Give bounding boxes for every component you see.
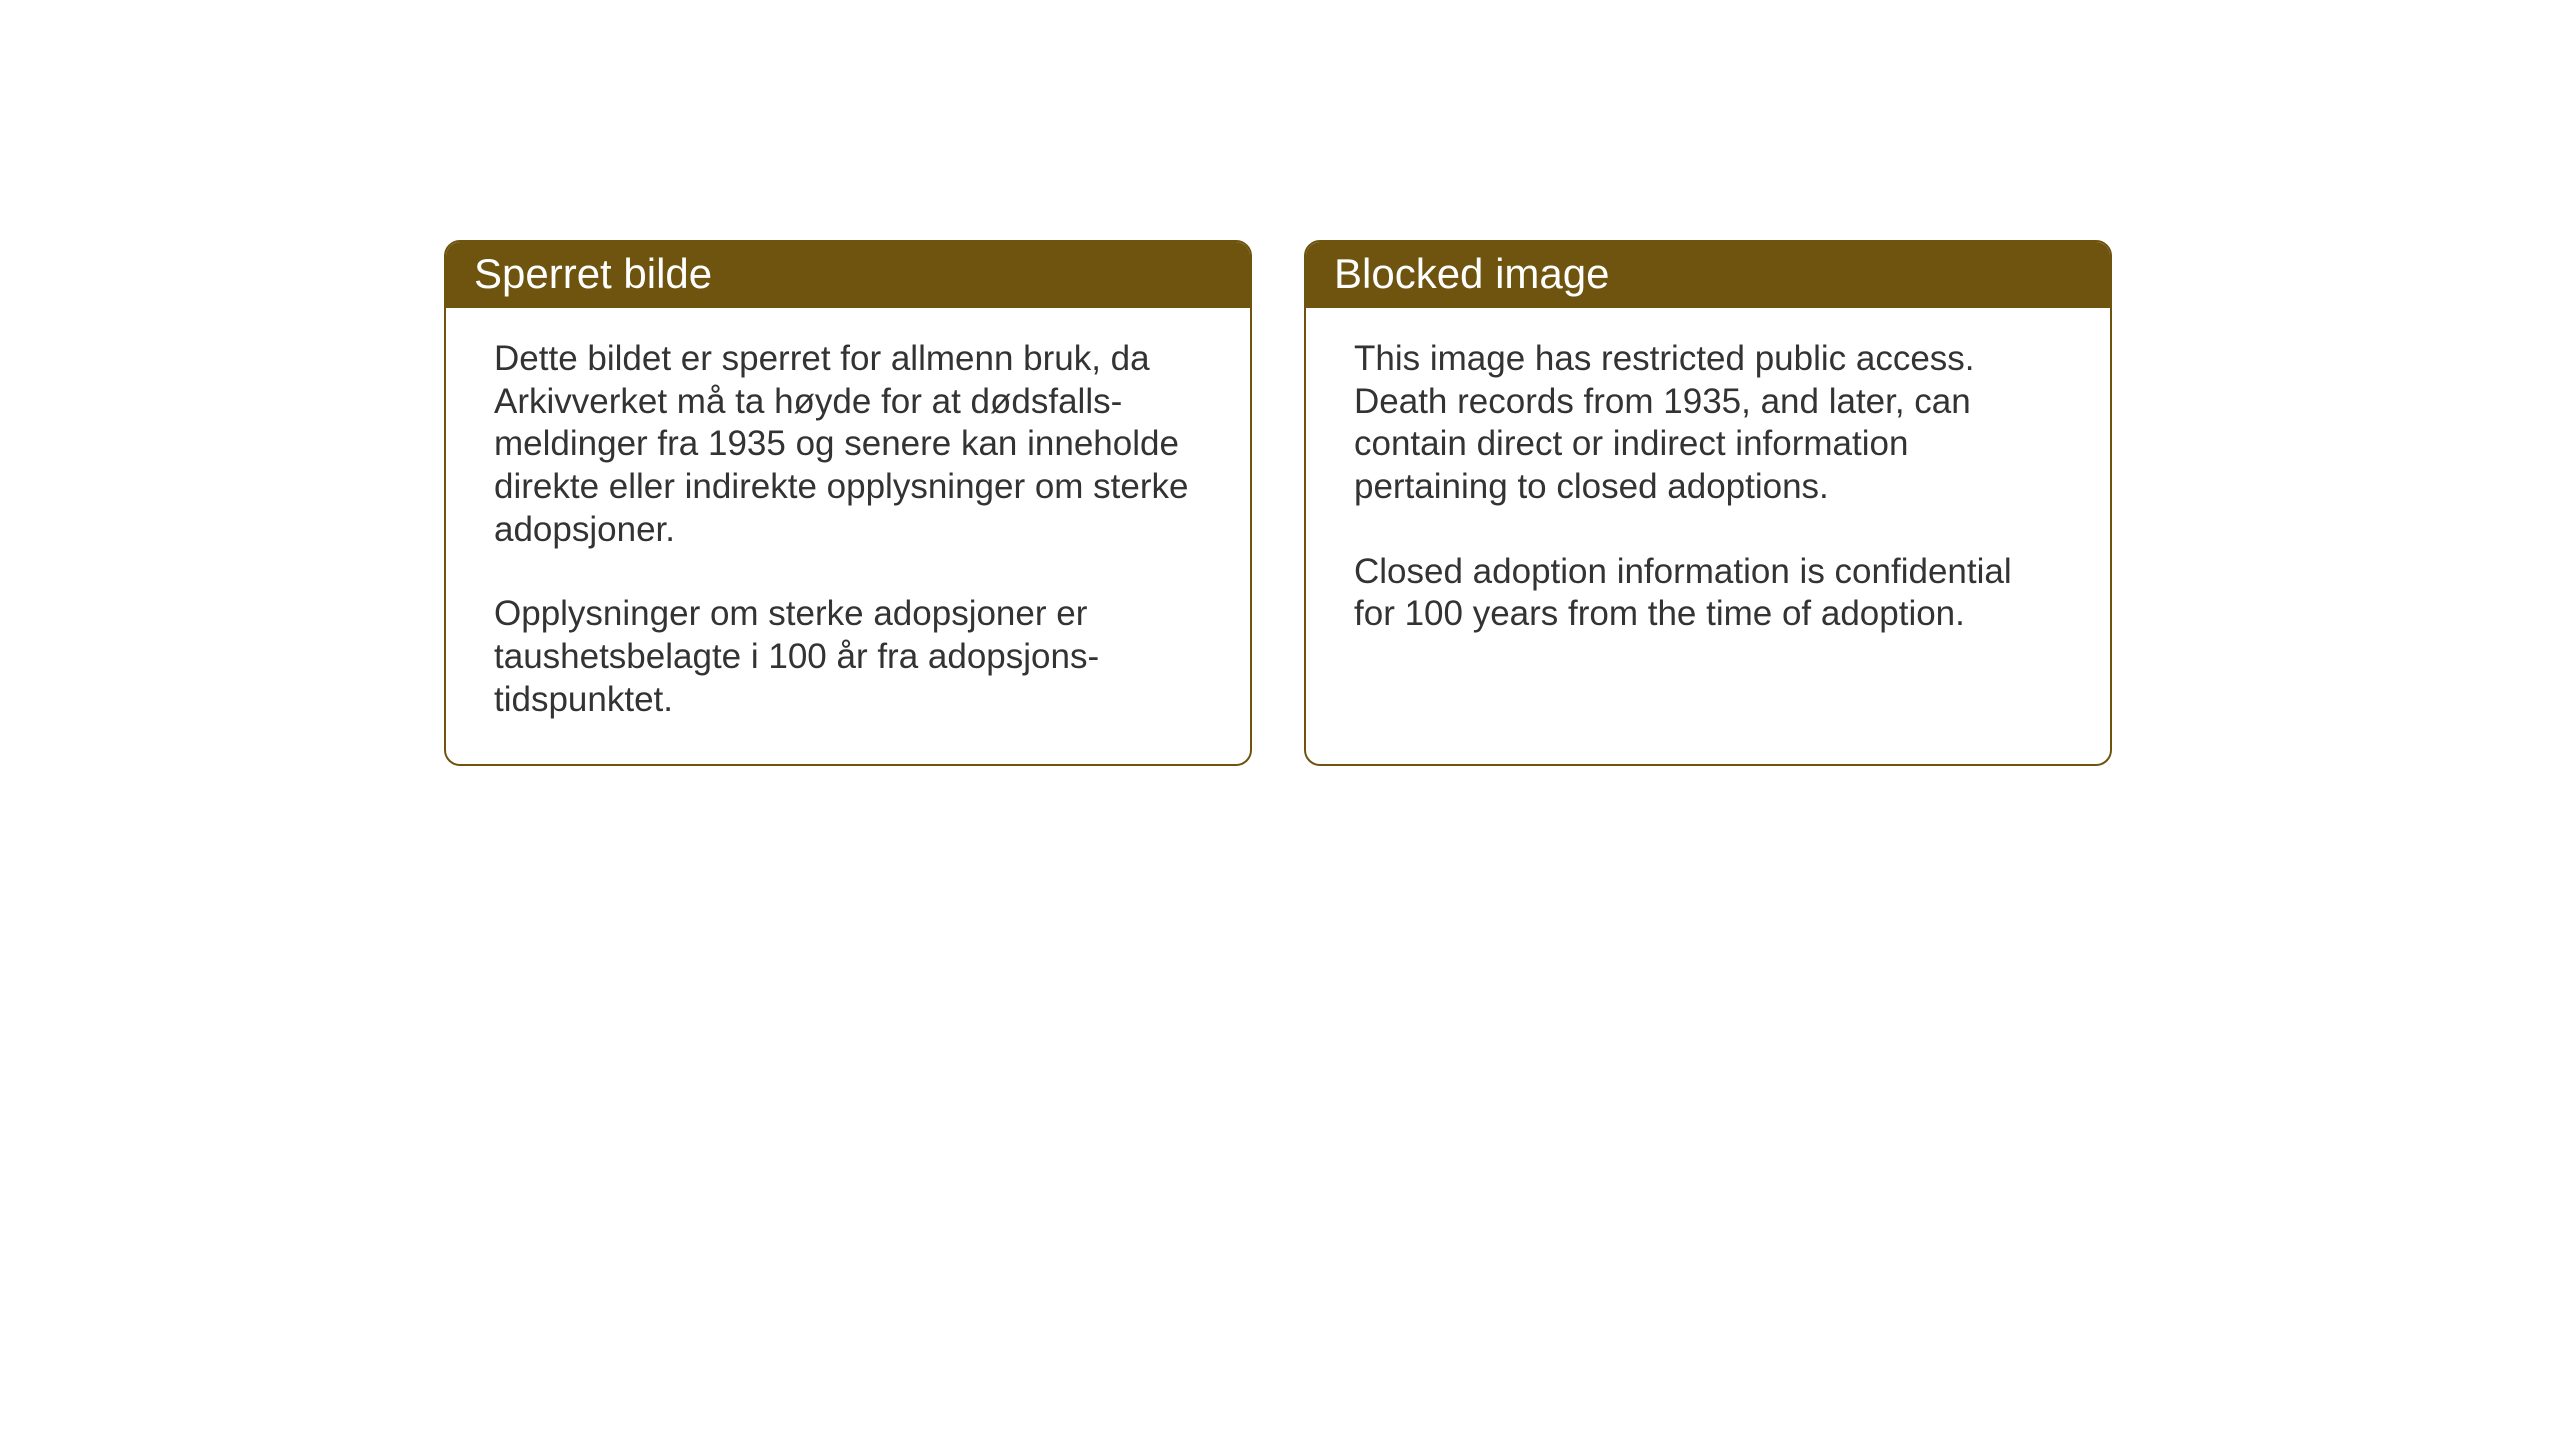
notice-card-english: Blocked image This image has restricted … (1304, 240, 2112, 766)
card-body-english: This image has restricted public access.… (1306, 308, 2110, 678)
card-body-norwegian: Dette bildet er sperret for allmenn bruk… (446, 308, 1250, 764)
card-paragraph: Dette bildet er sperret for allmenn bruk… (494, 338, 1202, 551)
card-title: Sperret bilde (474, 250, 712, 297)
card-paragraph: Closed adoption information is confident… (1354, 551, 2062, 636)
card-paragraph: Opplysninger om sterke adopsjoner er tau… (494, 593, 1202, 721)
card-title: Blocked image (1334, 250, 1609, 297)
card-header-norwegian: Sperret bilde (446, 242, 1250, 308)
card-paragraph: This image has restricted public access.… (1354, 338, 2062, 509)
notice-card-norwegian: Sperret bilde Dette bildet er sperret fo… (444, 240, 1252, 766)
notice-cards-container: Sperret bilde Dette bildet er sperret fo… (444, 240, 2112, 766)
card-header-english: Blocked image (1306, 242, 2110, 308)
